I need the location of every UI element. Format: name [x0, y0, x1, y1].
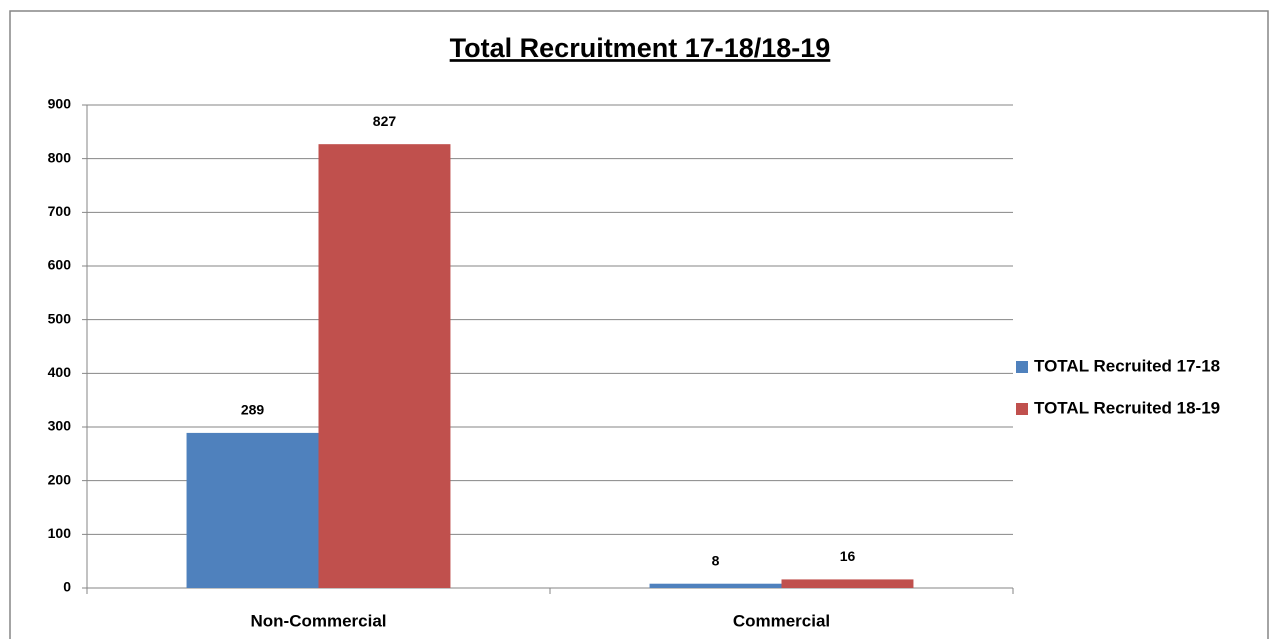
y-tick-label: 300: [48, 418, 72, 434]
bar: [649, 583, 782, 588]
legend-swatch: [1016, 361, 1028, 373]
chart-title: Total Recruitment 17-18/18-19: [450, 33, 831, 63]
value-label: 289: [241, 402, 265, 418]
bar: [186, 432, 319, 588]
y-tick-label: 700: [48, 203, 72, 219]
x-tick-label: Non-Commercial: [250, 611, 386, 630]
y-tick-label: 500: [48, 310, 72, 326]
y-tick-label: 400: [48, 364, 72, 380]
y-tick-label: 100: [48, 525, 72, 541]
value-label: 16: [840, 548, 856, 564]
bar: [781, 579, 914, 588]
y-tick-label: 900: [48, 96, 72, 112]
legend-swatch: [1016, 403, 1028, 415]
value-label: 8: [712, 552, 720, 568]
bar: [318, 144, 451, 588]
legend-label: TOTAL Recruited 18-19: [1034, 398, 1220, 417]
legend-label: TOTAL Recruited 17-18: [1034, 356, 1220, 375]
value-label: 827: [373, 113, 397, 129]
y-tick-label: 0: [63, 579, 71, 595]
x-tick-label: Commercial: [733, 611, 830, 630]
y-tick-label: 200: [48, 471, 72, 487]
y-tick-label: 800: [48, 149, 72, 165]
y-tick-label: 600: [48, 257, 72, 273]
